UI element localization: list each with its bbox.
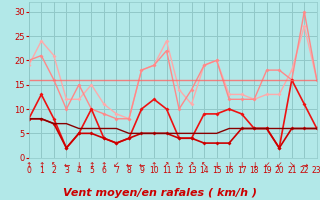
Text: 1: 1 — [39, 166, 44, 175]
Text: 23: 23 — [312, 166, 320, 175]
Text: ↘: ↘ — [289, 161, 295, 170]
Text: 13: 13 — [187, 166, 196, 175]
Text: 21: 21 — [287, 166, 297, 175]
Text: ↙: ↙ — [276, 161, 283, 170]
Text: 3: 3 — [64, 166, 69, 175]
Text: →: → — [301, 161, 308, 170]
Text: ↙: ↙ — [113, 161, 120, 170]
Text: 17: 17 — [237, 166, 246, 175]
Text: ↓: ↓ — [238, 161, 245, 170]
Text: ↑: ↑ — [88, 161, 95, 170]
Text: 12: 12 — [174, 166, 184, 175]
Text: 15: 15 — [212, 166, 221, 175]
Text: 11: 11 — [162, 166, 171, 175]
Text: 10: 10 — [149, 166, 159, 175]
Text: 18: 18 — [250, 166, 259, 175]
Text: ↓: ↓ — [213, 161, 220, 170]
Text: ↑: ↑ — [38, 161, 44, 170]
Text: 9: 9 — [139, 166, 144, 175]
Text: 5: 5 — [89, 166, 94, 175]
Text: ↗: ↗ — [188, 161, 195, 170]
Text: ↖: ↖ — [201, 161, 207, 170]
Text: 14: 14 — [199, 166, 209, 175]
Text: ↑: ↑ — [26, 161, 32, 170]
Text: 2: 2 — [52, 166, 56, 175]
Text: Vent moyen/en rafales ( km/h ): Vent moyen/en rafales ( km/h ) — [63, 188, 257, 198]
Text: ↖: ↖ — [51, 161, 57, 170]
Text: 7: 7 — [114, 166, 119, 175]
Text: 8: 8 — [127, 166, 131, 175]
Text: 16: 16 — [224, 166, 234, 175]
Text: 0: 0 — [26, 166, 31, 175]
Text: ↓: ↓ — [251, 161, 257, 170]
Text: ←: ← — [63, 161, 69, 170]
Text: ↙: ↙ — [264, 161, 270, 170]
Text: 20: 20 — [275, 166, 284, 175]
Text: ↗: ↗ — [163, 161, 170, 170]
Text: ↓: ↓ — [226, 161, 232, 170]
Text: ↑: ↑ — [151, 161, 157, 170]
Text: ←: ← — [126, 161, 132, 170]
Text: 22: 22 — [300, 166, 309, 175]
Text: ←: ← — [138, 161, 145, 170]
Text: ↑: ↑ — [176, 161, 182, 170]
Text: ↓: ↓ — [76, 161, 82, 170]
Text: 4: 4 — [76, 166, 81, 175]
Text: 19: 19 — [262, 166, 272, 175]
Text: 6: 6 — [101, 166, 106, 175]
Text: ↑: ↑ — [101, 161, 107, 170]
